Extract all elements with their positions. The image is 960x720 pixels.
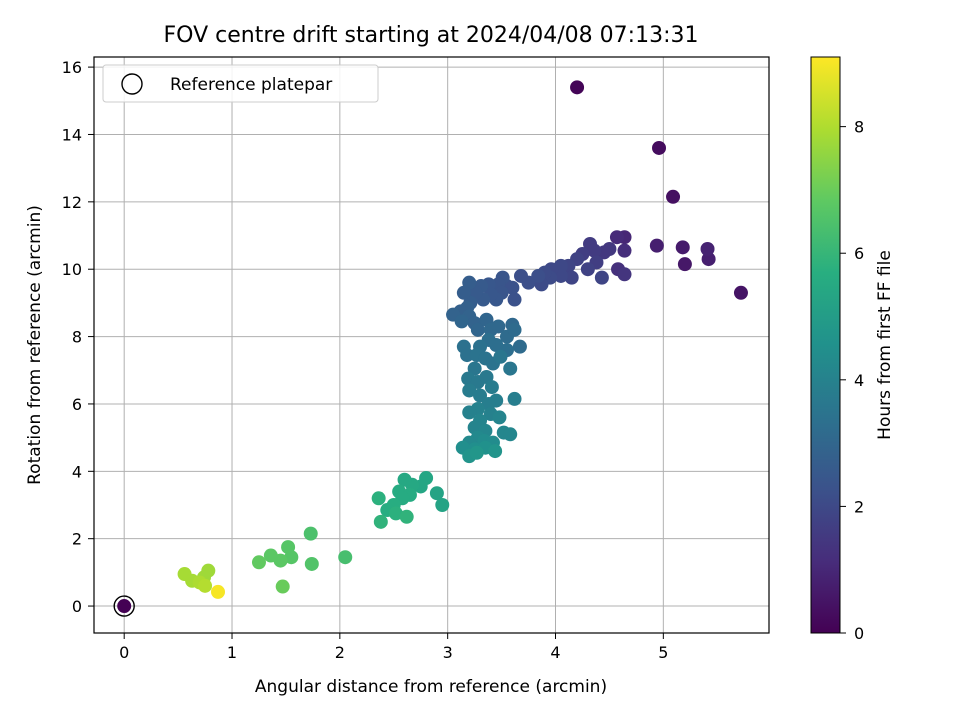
reference-marker <box>113 595 135 617</box>
scatter-point <box>507 292 522 307</box>
x-ticks: 0 1 2 3 4 5 <box>119 633 668 662</box>
scatter-point <box>675 240 690 255</box>
scatter-point <box>338 550 353 565</box>
colorbar-ticks: 0 2 4 6 8 <box>840 118 864 643</box>
scatter-point <box>652 140 667 155</box>
scatter-point <box>700 242 715 256</box>
scatter-point <box>507 322 522 337</box>
y-tick-label: 8 <box>72 328 82 347</box>
scatter-points <box>117 80 748 614</box>
scatter-point <box>701 252 716 267</box>
scatter-point <box>304 556 319 571</box>
y-tick-label: 6 <box>72 395 82 414</box>
scatter-point <box>617 243 632 258</box>
scatter-point <box>263 548 278 563</box>
scatter-point <box>570 80 585 95</box>
scatter-point <box>275 579 290 594</box>
scatter-point <box>488 444 503 459</box>
scatter-point <box>507 391 522 406</box>
colorbar <box>810 56 841 634</box>
x-axis-label: Angular distance from reference (arcmin) <box>255 677 607 697</box>
y-tick-label: 14 <box>62 125 82 144</box>
scatter-point <box>467 361 482 376</box>
y-axis-label: Rotation from reference (arcmin) <box>25 205 45 485</box>
grid <box>94 57 769 633</box>
scatter-point <box>284 550 299 565</box>
scatter-point <box>594 270 609 285</box>
legend-reference-marker <box>121 73 143 95</box>
x-tick-label: 5 <box>658 643 668 662</box>
scatter-point <box>117 599 132 614</box>
scatter-point <box>251 555 266 570</box>
scatter-point <box>649 238 664 253</box>
x-tick-label: 0 <box>119 643 129 662</box>
x-tick-label: 2 <box>335 643 345 662</box>
colorbar-tick-label: 8 <box>854 118 864 137</box>
legend-label: Reference platepar <box>170 75 332 95</box>
scatter-point <box>493 349 508 364</box>
scatter-point <box>373 514 388 529</box>
y-tick-label: 0 <box>72 597 82 616</box>
scatter-point <box>371 491 386 506</box>
scatter-point <box>609 230 624 245</box>
scatter-point <box>564 270 579 285</box>
scatter-point <box>435 498 450 512</box>
scatter-point <box>397 472 412 487</box>
scatter-point <box>587 243 602 258</box>
y-tick-label: 12 <box>62 193 82 212</box>
y-tick-label: 2 <box>72 530 82 549</box>
scatter-point <box>492 410 507 425</box>
scatter-point <box>513 268 528 283</box>
colorbar-label: Hours from first FF file <box>875 250 895 440</box>
legend: Reference platepar <box>102 64 379 103</box>
colorbar-tick-label: 6 <box>854 244 864 263</box>
x-tick-label: 4 <box>550 643 560 662</box>
scatter-point <box>470 322 485 337</box>
legend-box <box>102 64 379 103</box>
scatter-point <box>211 584 226 599</box>
scatter-point <box>399 509 414 524</box>
scatter-point <box>677 257 692 272</box>
colorbar-tick-label: 4 <box>854 371 864 390</box>
scatter-point <box>484 380 499 395</box>
scatter-point <box>303 526 318 541</box>
scatter-point <box>473 388 488 403</box>
x-tick-label: 3 <box>443 643 453 662</box>
scatter-point <box>617 267 632 282</box>
scatter-point <box>469 445 484 460</box>
plot-frame <box>93 56 770 634</box>
scatter-point <box>512 339 527 354</box>
scatter-point <box>456 285 471 300</box>
scatter-point <box>503 427 518 442</box>
reference-platepar-marker <box>113 595 135 617</box>
chart-title: FOV centre drift starting at 2024/04/08 … <box>164 23 699 48</box>
y-ticks: 0 2 4 6 8 10 12 14 16 <box>62 58 94 616</box>
x-tick-label: 1 <box>227 643 237 662</box>
y-tick-label: 16 <box>62 58 82 77</box>
y-tick-label: 4 <box>72 462 82 481</box>
scatter-point <box>580 262 595 277</box>
scatter-point <box>454 314 469 329</box>
scatter-point <box>198 578 213 593</box>
scatter-point <box>491 319 506 334</box>
scatter-point <box>462 405 477 420</box>
scatter-point <box>503 361 518 376</box>
scatter-point <box>429 486 444 501</box>
colorbar-tick-label: 2 <box>854 497 864 516</box>
colorbar-tick-label: 0 <box>854 624 864 643</box>
scatter-point <box>460 348 475 363</box>
scatter-point <box>666 189 681 204</box>
scatter-point <box>388 506 403 521</box>
y-tick-label: 10 <box>62 260 82 279</box>
scatter-point <box>733 285 748 300</box>
scatter-point <box>462 383 477 398</box>
